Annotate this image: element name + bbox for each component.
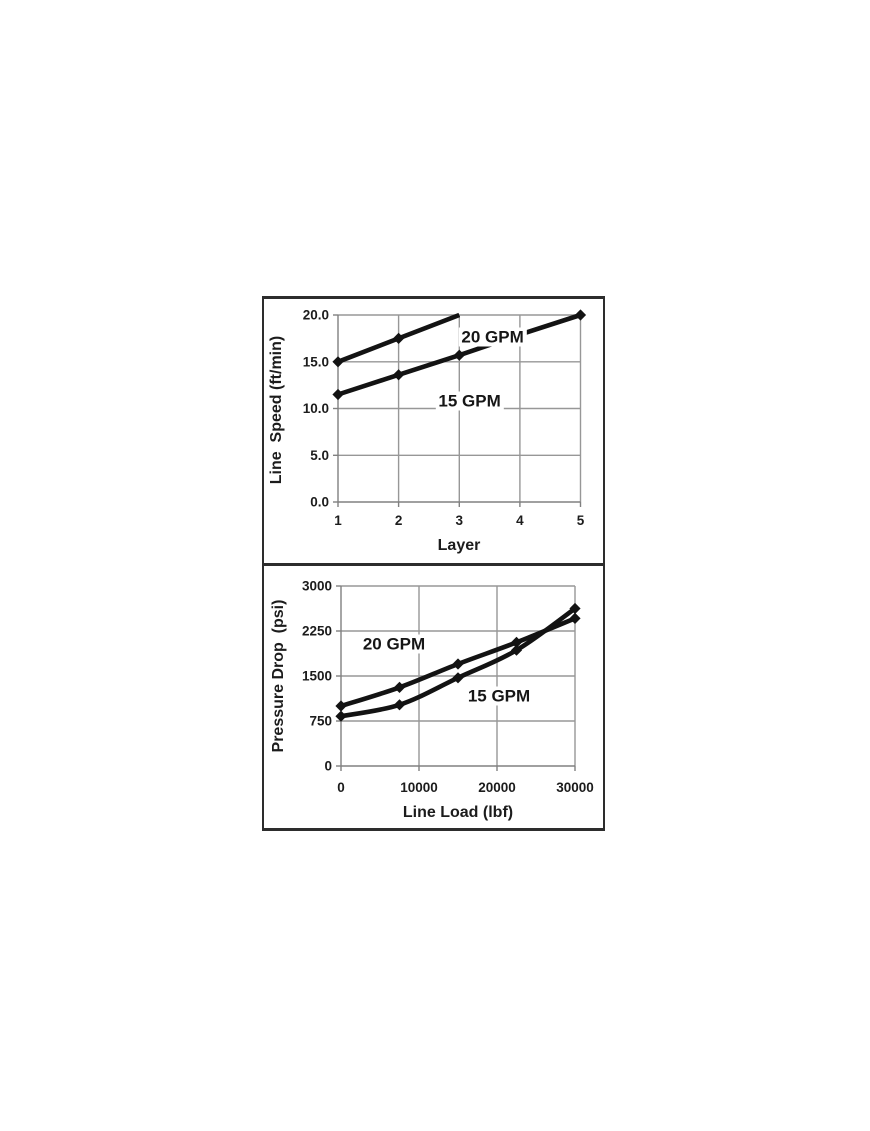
x-tick-label: 20000	[478, 780, 516, 795]
y-tick-label: 0	[324, 759, 332, 774]
data-point-marker	[453, 349, 465, 361]
line-speed-chart-panel: 1 2 3 4 5 0.0 5.0 10.0 15.0 20.0 Line Speed (ft/m…	[262, 296, 604, 565]
y-tick-label: 3000	[302, 579, 332, 594]
x-tick-label: 10000	[400, 780, 438, 795]
figure-border-right	[603, 296, 605, 831]
pressure-drop-x-axis-title: Line Load (lbf)	[402, 804, 514, 821]
pressure-drop-chart-panel: 0 10000 20000 30000 0 750 1500 2250 3000 Pressur…	[262, 565, 604, 831]
data-point-marker	[335, 710, 347, 722]
data-point-marker	[452, 672, 464, 684]
x-tick-label: 2	[395, 513, 403, 528]
x-tick-label: 1	[334, 513, 342, 528]
pressure-drop-y-axis-title: Pressure Drop (psi)	[270, 599, 287, 753]
y-tick-label: 0.0	[310, 495, 329, 510]
data-point-marker	[393, 369, 405, 381]
x-tick-label: 3	[456, 513, 464, 528]
data-point-marker	[332, 356, 344, 368]
figure-border-bottom	[262, 828, 605, 831]
figure-border-divider	[262, 563, 605, 566]
series-label-20gpm: 20 GPM	[458, 327, 527, 346]
data-point-marker	[393, 681, 406, 693]
y-tick-label: 10.0	[303, 401, 329, 416]
y-tick-label: 750	[309, 714, 332, 729]
line-speed-y-axis-title: Line Speed (ft/min)	[268, 335, 285, 485]
y-tick-label: 20.0	[303, 308, 329, 323]
y-tick-label: 5.0	[310, 448, 329, 463]
data-point-marker	[510, 644, 523, 656]
data-point-marker	[393, 699, 406, 711]
figure-border-top	[262, 296, 605, 299]
pressure-drop-chart: 0 10000 20000 30000 0 750 1500 2250 3000	[302, 579, 594, 796]
y-tick-label: 1500	[302, 669, 332, 684]
x-tick-label: 4	[516, 513, 524, 528]
y-tick-label: 15.0	[303, 354, 329, 369]
y-tick-label: 2250	[302, 624, 332, 639]
x-tick-label: 5	[577, 513, 585, 528]
series-label-15gpm: 15 GPM	[435, 391, 504, 411]
data-point-marker	[569, 602, 581, 615]
series-label-15gpm: 15 GPM	[464, 686, 534, 706]
x-tick-label: 0	[337, 780, 345, 795]
line-speed-chart: 1 2 3 4 5 0.0 5.0 10.0 15.0 20.0	[303, 308, 587, 528]
data-point-marker	[574, 309, 587, 321]
line-speed-x-axis-title: Layer	[437, 537, 481, 554]
data-point-marker	[332, 388, 344, 401]
x-tick-label: 30000	[556, 780, 594, 795]
data-point-marker	[452, 658, 464, 670]
figure-border-left	[262, 296, 264, 831]
data-point-marker	[335, 700, 347, 712]
series-label-20gpm: 20 GPM	[359, 634, 429, 654]
